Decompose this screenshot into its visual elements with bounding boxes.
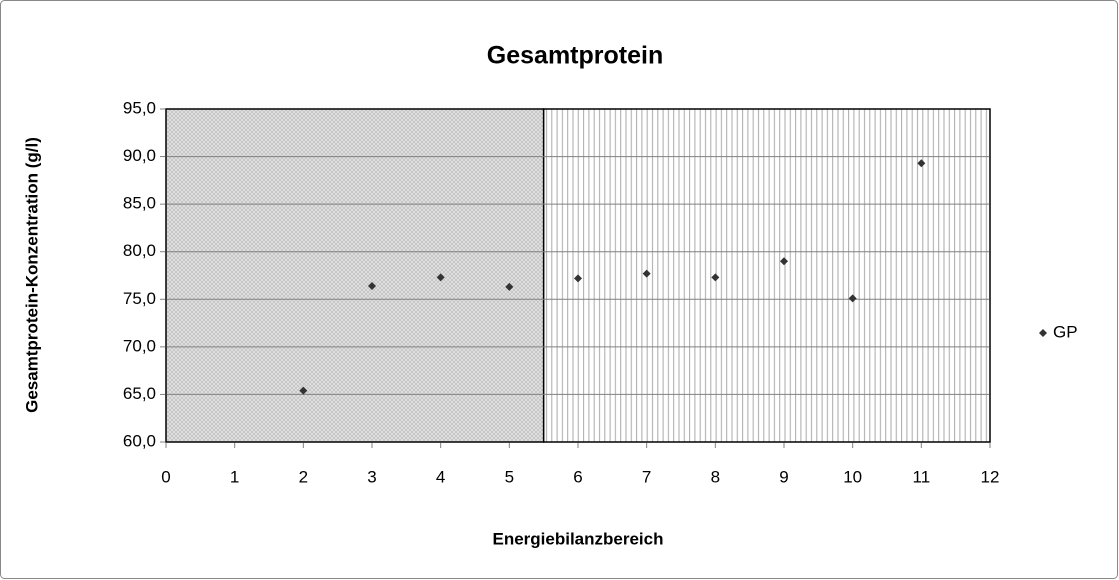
data-point: [917, 159, 926, 168]
band: [542, 108, 991, 443]
y-tick-label: 65,0: [123, 384, 156, 403]
data-point: [711, 273, 720, 282]
y-tick-label: 60,0: [123, 431, 156, 450]
x-tick-label: 4: [436, 467, 445, 486]
chart-title: Gesamtprotein: [487, 42, 663, 70]
x-tick-label: 0: [161, 467, 170, 486]
x-tick-label: 12: [981, 467, 1000, 486]
legend-marker: [1039, 329, 1047, 337]
data-point: [368, 281, 376, 290]
y-tick-label: 85,0: [123, 194, 156, 213]
plot-border: [165, 108, 991, 443]
data-point: [299, 386, 308, 395]
band: [165, 108, 545, 443]
y-tick-label: 80,0: [123, 241, 156, 260]
x-tick-label: 5: [505, 467, 514, 486]
data-point: [436, 273, 445, 282]
y-tick-label: 90,0: [123, 146, 156, 165]
y-tick-label: 95,0: [123, 98, 156, 117]
x-tick-label: 2: [299, 467, 308, 486]
y-axis-label: Gesamtprotein-Konzentration (g/l): [22, 137, 41, 413]
data-point: [574, 274, 582, 283]
data-point: [848, 294, 857, 303]
y-tick-label: 75,0: [123, 289, 156, 308]
data-point: [642, 269, 651, 278]
legend-label: GP: [1053, 322, 1078, 341]
y-tick-label: 70,0: [123, 336, 156, 355]
x-tick-label: 11: [913, 467, 931, 486]
x-tick-label: 6: [573, 467, 582, 486]
x-tick-label: 8: [711, 467, 720, 486]
x-tick-label: 7: [642, 467, 651, 486]
data-point: [780, 257, 788, 266]
x-tick-label: 10: [843, 467, 862, 486]
x-axis-label: Energiebilanzbereich: [493, 529, 664, 548]
data-point: [505, 282, 514, 291]
x-tick-label: 3: [367, 467, 376, 486]
x-tick-label: 9: [779, 467, 788, 486]
x-tick-label: 1: [230, 467, 239, 486]
